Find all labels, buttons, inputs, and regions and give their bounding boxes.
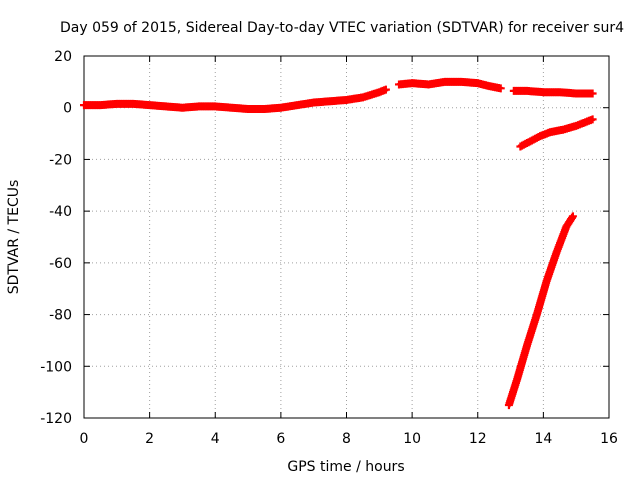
x-tick-label: 14 <box>534 431 552 447</box>
y-axis: -120 -100 -80 -60 -40 -20 0 20 <box>40 49 609 427</box>
y-axis-label: SDTVAR / TECUs <box>6 180 22 295</box>
x-axis-label: GPS time / hours <box>287 459 404 475</box>
data-point <box>588 115 597 124</box>
series-second-arc <box>516 115 597 151</box>
x-tick-label: 16 <box>600 431 618 447</box>
data-point <box>496 84 505 93</box>
x-tick-label: 4 <box>211 431 220 447</box>
y-tick-label: -120 <box>40 411 72 427</box>
x-axis: 0 2 4 6 8 10 12 14 16 <box>80 56 618 447</box>
y-tick-label: 20 <box>54 49 72 65</box>
x-tick-label: 0 <box>80 431 89 447</box>
x-tick-label: 6 <box>276 431 285 447</box>
x-tick-label: 10 <box>403 431 421 447</box>
data-point <box>588 89 597 98</box>
y-tick-label: 0 <box>63 101 72 117</box>
y-tick-label: -20 <box>49 152 72 168</box>
series-main-arc <box>80 77 597 114</box>
y-tick-label: -80 <box>49 308 72 324</box>
data-point <box>381 85 390 94</box>
x-tick-label: 8 <box>342 431 351 447</box>
chart-title: Day 059 of 2015, Sidereal Day-to-day VTE… <box>60 20 624 36</box>
x-tick-label: 12 <box>469 431 487 447</box>
y-tick-label: -100 <box>40 359 72 375</box>
data-marks <box>80 77 597 410</box>
y-tick-label: -60 <box>49 256 72 272</box>
series-third-arc <box>504 212 577 410</box>
grid <box>84 56 609 418</box>
data-point <box>568 212 577 221</box>
y-tick-label: -40 <box>49 204 72 220</box>
x-tick-label: 2 <box>145 431 154 447</box>
